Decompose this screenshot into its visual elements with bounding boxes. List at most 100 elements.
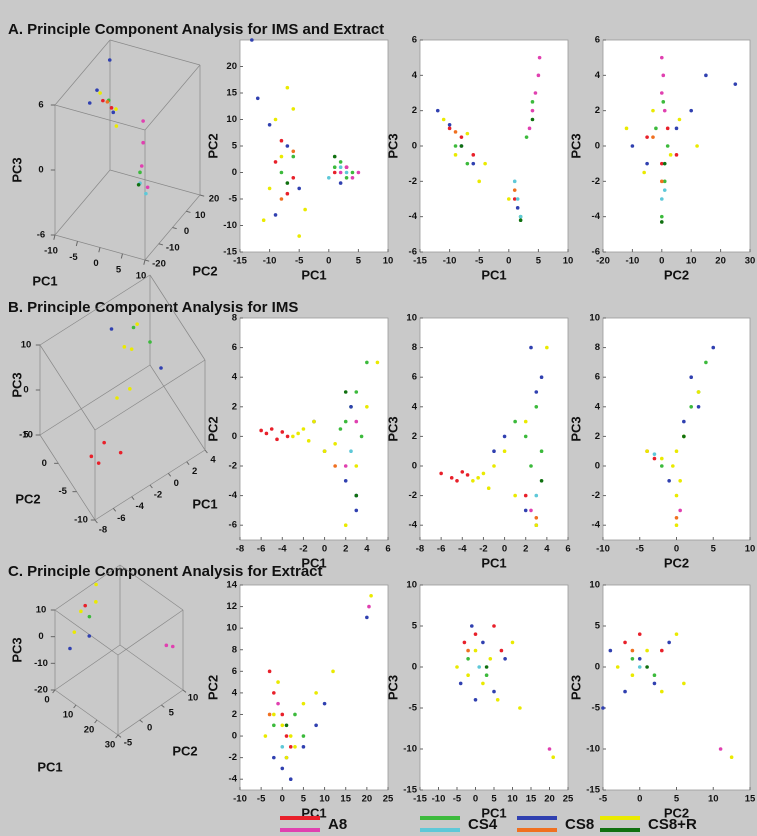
y-tick-label: -6 xyxy=(592,247,600,258)
box-edge xyxy=(54,564,121,611)
point xyxy=(503,657,507,661)
point xyxy=(729,755,734,759)
point xyxy=(279,138,284,143)
x-tick-label: -10 xyxy=(263,256,277,267)
x-tick-label: 25 xyxy=(563,794,574,805)
point xyxy=(98,91,102,95)
tick-label: 2 xyxy=(192,466,197,477)
y-tick-label: -2 xyxy=(229,461,237,472)
plot-area xyxy=(419,584,569,791)
point xyxy=(536,73,541,78)
point xyxy=(291,107,296,111)
x-tick-label: 2 xyxy=(523,544,528,555)
tick-label: 10 xyxy=(136,271,147,282)
point xyxy=(375,360,380,365)
point xyxy=(623,640,627,645)
tick-label: 30 xyxy=(105,740,116,751)
point xyxy=(144,191,148,196)
y-tick-label: 4 xyxy=(232,372,238,383)
tick-label: -5 xyxy=(58,486,67,497)
point xyxy=(338,427,343,431)
tick-label: 4 xyxy=(210,455,216,466)
x-tick-label: 5 xyxy=(674,794,680,805)
point xyxy=(101,98,105,103)
legend-swatch xyxy=(280,828,320,832)
x-tick-label: -5 xyxy=(295,256,304,267)
point xyxy=(148,340,152,344)
y-tick-label: -15 xyxy=(586,785,600,796)
point xyxy=(291,149,296,154)
point xyxy=(502,434,507,439)
point xyxy=(291,154,296,159)
x-tick-label: 10 xyxy=(507,794,518,805)
x-tick-label: 10 xyxy=(686,256,697,267)
point xyxy=(660,214,664,219)
y-tick-label: 0 xyxy=(412,461,417,472)
point xyxy=(492,464,496,468)
point xyxy=(534,405,539,409)
point xyxy=(333,442,337,446)
point xyxy=(365,360,369,365)
point xyxy=(667,479,671,483)
legend-swatch xyxy=(280,816,320,820)
box-edge xyxy=(39,344,96,431)
y-tick-label: -10 xyxy=(403,744,417,755)
tick xyxy=(143,259,146,265)
tick-label: 20 xyxy=(84,725,95,736)
point xyxy=(674,632,679,636)
y-tick-label: -2 xyxy=(409,176,417,187)
y-tick-label: 10 xyxy=(226,114,237,125)
point xyxy=(668,153,673,157)
point xyxy=(338,160,343,164)
point xyxy=(512,197,517,201)
point xyxy=(259,428,263,433)
box-edge xyxy=(39,434,96,521)
point xyxy=(141,119,145,123)
plot-area xyxy=(419,39,569,253)
y-tick-label: 0 xyxy=(232,167,237,178)
y-axis-label: PC3 xyxy=(385,675,400,700)
point xyxy=(477,665,482,669)
x-tick-label: -4 xyxy=(278,544,287,555)
y-tick-label: 2 xyxy=(595,431,600,442)
y-tick-label: 6 xyxy=(595,35,600,46)
point xyxy=(529,508,533,513)
tick-label: 20 xyxy=(209,194,220,205)
point xyxy=(439,471,443,476)
tick xyxy=(144,259,150,262)
point xyxy=(449,476,454,480)
tick xyxy=(186,461,190,465)
point xyxy=(481,640,485,645)
point xyxy=(344,176,349,180)
x-tick-label: 0 xyxy=(506,256,511,267)
point xyxy=(285,85,290,90)
point xyxy=(533,91,538,95)
point xyxy=(129,347,134,351)
point xyxy=(660,91,664,95)
point xyxy=(527,126,532,131)
point xyxy=(462,640,467,645)
point xyxy=(460,470,465,474)
point xyxy=(87,614,92,619)
point xyxy=(677,117,682,122)
x-axis-label: PC2 xyxy=(664,267,689,282)
tick-label: -8 xyxy=(99,525,107,536)
point xyxy=(492,689,496,694)
point xyxy=(285,144,290,148)
point xyxy=(285,434,290,439)
point xyxy=(267,712,272,717)
y-tick-label: -15 xyxy=(403,785,417,796)
y-tick-label: 0 xyxy=(595,662,600,673)
point xyxy=(369,593,373,598)
point xyxy=(652,681,657,686)
y-tick-label: -4 xyxy=(592,211,601,222)
tick xyxy=(94,519,98,524)
tick-label: 5 xyxy=(169,708,175,719)
point xyxy=(488,657,493,661)
point xyxy=(284,755,289,760)
x-tick-label: -5 xyxy=(599,794,608,805)
x-tick-label: 0 xyxy=(659,256,664,267)
point xyxy=(95,88,99,92)
point xyxy=(354,419,359,424)
box-edge xyxy=(54,644,121,691)
